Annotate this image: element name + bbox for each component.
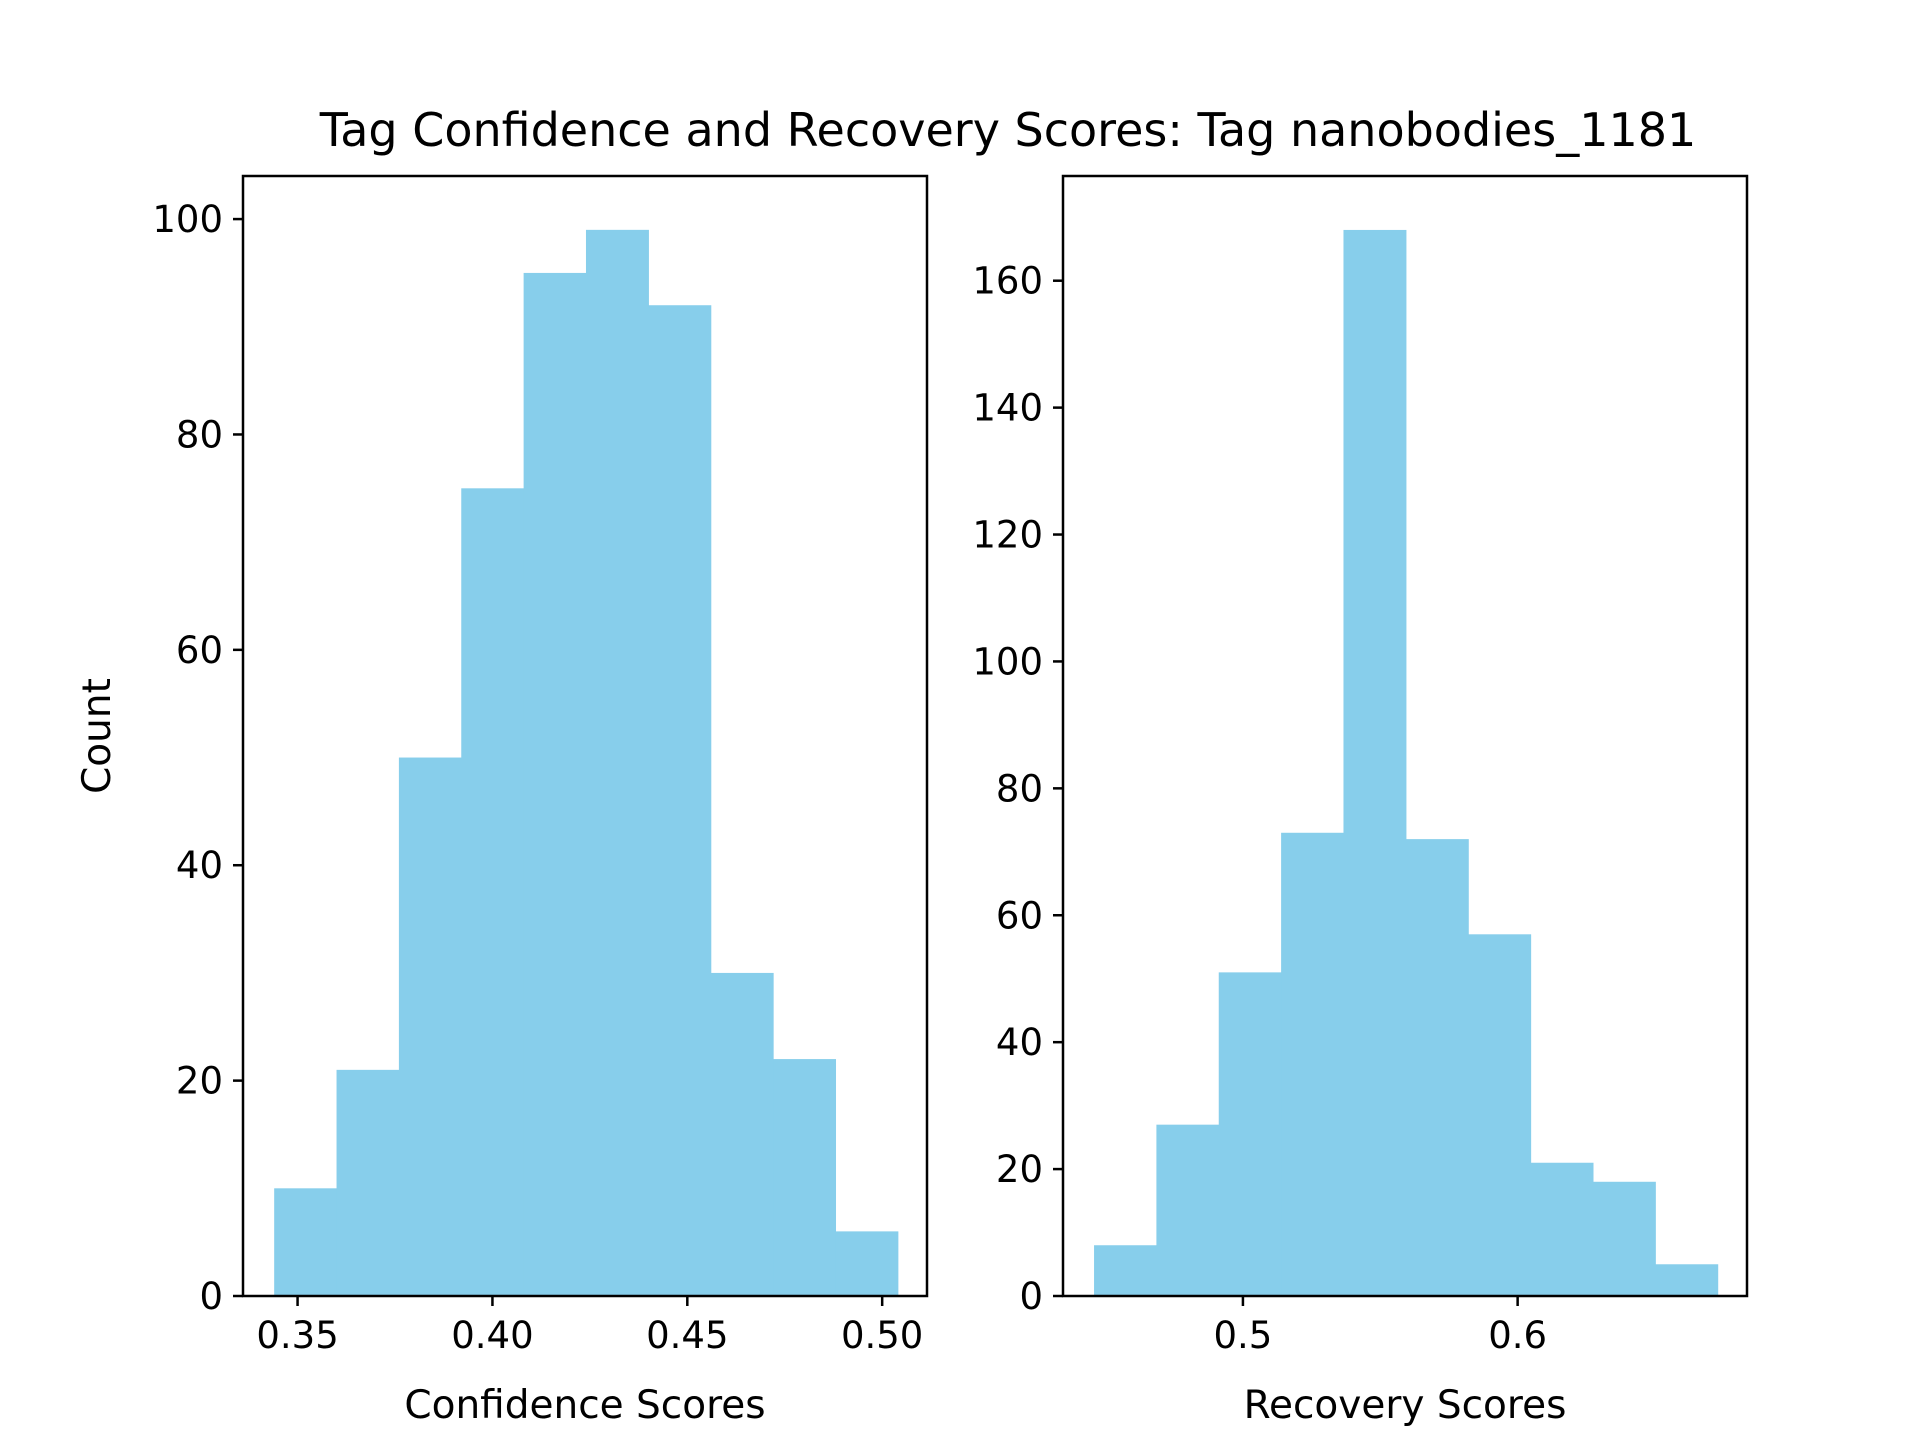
- recovery-x-ticks: 0.5 0.6: [1214, 1296, 1547, 1357]
- recovery-y-tick-label-0: 0: [1019, 1275, 1043, 1318]
- recovery-bars: [1094, 229, 1719, 1297]
- confidence-x-ticks: 0.35 0.40 0.45 0.50: [256, 1296, 923, 1357]
- recovery-bar-9: [1655, 1264, 1719, 1296]
- recovery-x-axis-label: Recovery Scores: [1244, 1383, 1567, 1428]
- confidence-bar-9: [835, 1231, 899, 1296]
- confidence-y-tick-label-5: 100: [152, 198, 223, 241]
- recovery-bar-3: [1281, 832, 1345, 1296]
- confidence-bar-4: [523, 272, 587, 1296]
- confidence-bar-6: [648, 305, 712, 1297]
- recovery-y-tick-label-8: 160: [972, 260, 1043, 303]
- confidence-bars: [274, 229, 899, 1297]
- recovery-y-tick-label-4: 80: [996, 767, 1043, 810]
- confidence-bar-8: [773, 1059, 837, 1296]
- confidence-histogram-panel: 0 20 40 60 80 100 0.35 0.40 0.45 0.50 Confidence…: [75, 174, 929, 1428]
- recovery-y-tick-label-5: 100: [972, 640, 1043, 683]
- confidence-y-tick-label-0: 0: [199, 1275, 223, 1318]
- confidence-x-tick-label-0: 0.35: [256, 1314, 338, 1357]
- confidence-bar-5: [585, 229, 649, 1297]
- recovery-bar-4: [1343, 229, 1407, 1297]
- recovery-bar-0: [1094, 1245, 1157, 1296]
- confidence-bar-3: [461, 488, 525, 1296]
- confidence-x-axis-label: Confidence Scores: [404, 1383, 765, 1428]
- recovery-x-tick-label-1: 0.6: [1488, 1314, 1547, 1357]
- recovery-bar-1: [1156, 1124, 1220, 1296]
- recovery-y-tick-label-3: 60: [996, 894, 1043, 937]
- confidence-bar-7: [710, 972, 774, 1296]
- confidence-bar-0: [274, 1188, 338, 1296]
- recovery-bar-2: [1218, 972, 1282, 1296]
- confidence-y-tick-label-2: 40: [176, 844, 223, 887]
- confidence-y-ticks: 0 20 40 60 80 100: [152, 198, 243, 1318]
- recovery-y-tick-label-1: 20: [996, 1148, 1043, 1191]
- confidence-x-tick-label-3: 0.50: [841, 1314, 923, 1357]
- figure-title: Tag Confidence and Recovery Scores: Tag …: [319, 103, 1697, 157]
- confidence-bar-2: [398, 757, 462, 1296]
- recovery-bar-5: [1405, 839, 1469, 1296]
- confidence-y-tick-label-1: 20: [176, 1060, 223, 1103]
- recovery-y-ticks: 0 20 40 60 80 100 120 140 160: [972, 260, 1063, 1318]
- confidence-axes-frame: [241, 174, 929, 1298]
- recovery-histogram-panel: 0 20 40 60 80 100 120 140 160 0.5 0.6 Recovery Sc…: [972, 174, 1749, 1428]
- confidence-y-axis-label: Count: [75, 678, 120, 794]
- recovery-bar-6: [1468, 934, 1532, 1296]
- recovery-axes-frame: [1061, 174, 1749, 1298]
- recovery-x-tick-label-0: 0.5: [1214, 1314, 1273, 1357]
- confidence-y-tick-label-4: 80: [176, 413, 223, 456]
- confidence-y-tick-label-3: 60: [176, 629, 223, 672]
- recovery-y-tick-label-7: 140: [972, 387, 1043, 430]
- recovery-bar-7: [1530, 1162, 1594, 1296]
- confidence-bar-1: [336, 1069, 400, 1296]
- confidence-x-tick-label-1: 0.40: [451, 1314, 533, 1357]
- recovery-y-tick-label-6: 120: [972, 514, 1043, 557]
- recovery-y-tick-label-2: 40: [996, 1021, 1043, 1064]
- recovery-bar-8: [1592, 1181, 1656, 1296]
- confidence-x-tick-label-2: 0.45: [646, 1314, 728, 1357]
